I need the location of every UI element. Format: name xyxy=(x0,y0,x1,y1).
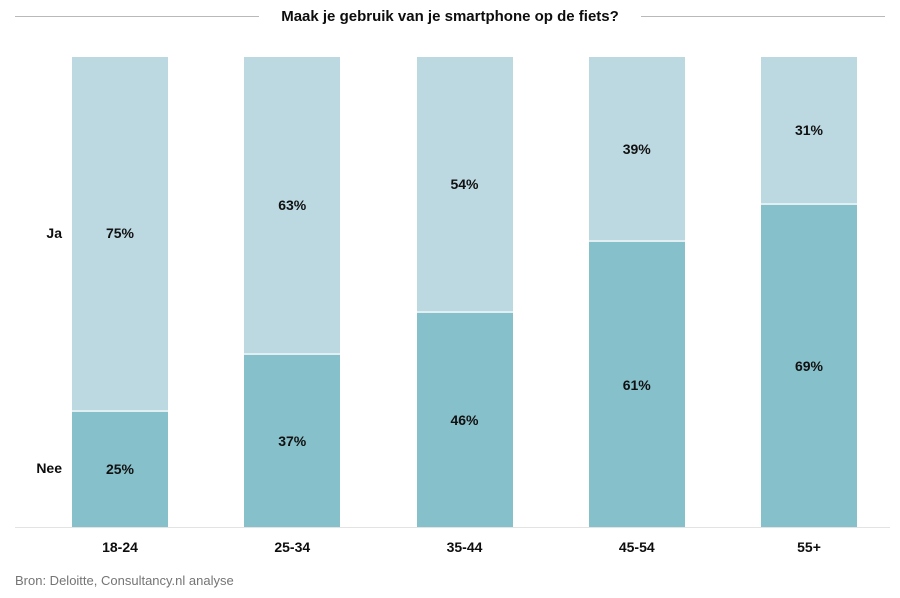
segment-value-label: 69% xyxy=(794,357,824,374)
segment-value-label: 39% xyxy=(622,140,651,157)
segment-value-label: 61% xyxy=(622,376,651,393)
series-label-ja: Ja xyxy=(46,225,62,242)
stacked-bar: 63% 37% xyxy=(244,57,341,527)
x-axis-line xyxy=(15,527,890,528)
x-axis-label: 18-24 xyxy=(102,539,138,555)
stacked-bar: 39% 61% xyxy=(588,57,685,527)
bar-segment-ja: 63% xyxy=(244,57,341,354)
segment-value-label: 31% xyxy=(794,121,824,138)
bar-segment-ja: 54% xyxy=(416,57,513,311)
bar-segment-ja: 31% xyxy=(761,57,857,203)
stacked-bar: 54% 46% xyxy=(416,57,513,527)
x-axis-label: 25-34 xyxy=(274,539,311,555)
header-rule-left xyxy=(15,15,260,17)
segment-value-label: 75% xyxy=(105,225,135,242)
x-axis-label: 45-54 xyxy=(618,539,655,555)
segment-value-label: 25% xyxy=(105,461,135,478)
segment-value-label: 63% xyxy=(278,197,307,214)
bar-segment-nee: 61% xyxy=(588,240,685,527)
source-note: Bron: Deloitte, Consultancy.nl analyse xyxy=(15,573,234,588)
bar-segment-nee: 69% xyxy=(761,202,857,527)
segment-value-label: 54% xyxy=(450,175,479,192)
header-rule-right xyxy=(640,15,885,17)
bar-segment-nee: 46% xyxy=(416,310,513,527)
x-axis-label: 55+ xyxy=(797,539,821,555)
bar-segment-nee: 25% xyxy=(72,409,168,527)
series-label-nee: Nee xyxy=(36,460,62,477)
segment-value-label: 46% xyxy=(450,411,479,428)
bar-segment-ja: 39% xyxy=(588,57,685,241)
stacked-bar: 75% 25% xyxy=(72,57,168,527)
bar-segment-nee: 37% xyxy=(244,353,341,527)
x-axis-label: 35-44 xyxy=(446,539,483,555)
plot-area: Ja Nee 75% 25% 63% 37% 54% 46% 39% 61% 31% 69% 18… xyxy=(0,57,900,555)
stacked-bar: 31% 69% xyxy=(761,57,857,527)
chart-header: Maak je gebruik van je smartphone op de … xyxy=(0,4,900,28)
segment-value-label: 37% xyxy=(278,433,307,450)
page-title: Maak je gebruik van je smartphone op de … xyxy=(281,7,619,25)
bar-segment-ja: 75% xyxy=(72,57,168,410)
